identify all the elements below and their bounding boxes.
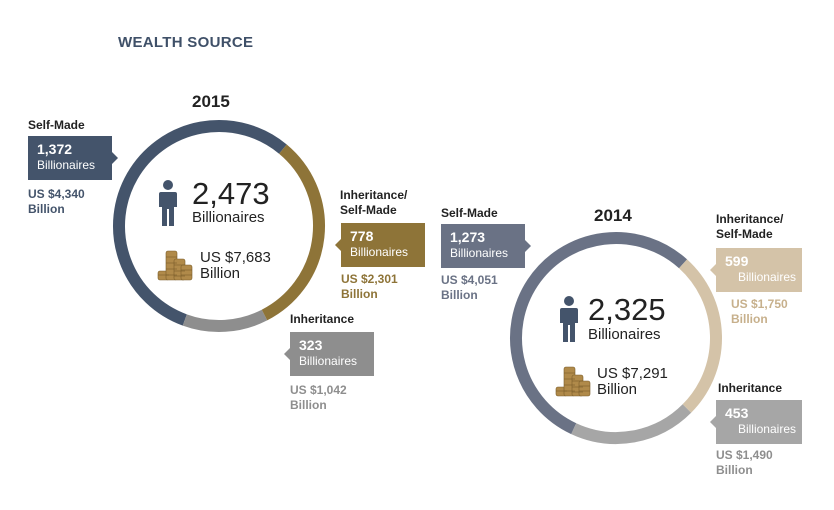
- donut-2015-slice-self-made: [113, 120, 287, 326]
- count-self-made-2014: 1,273: [450, 229, 486, 245]
- count-inheritance-self-made-2015: 778: [350, 228, 374, 244]
- donut-2015-slice-inheritance: [182, 309, 268, 332]
- donut-2015: [113, 120, 325, 332]
- coins-icon: [555, 366, 591, 397]
- wealth-self-made-2015: US $4,340 Billion: [28, 187, 85, 216]
- donut-2014-slice-inheritance: [571, 404, 692, 444]
- wealth-inheritance-self-made-2015: US $2,301 Billion: [341, 272, 398, 301]
- unit-self-made-2014: Billionaires: [450, 246, 509, 260]
- donut-2014-slice-inheritance-self-made: [678, 259, 722, 413]
- label-inheritance-2015: Inheritance: [290, 312, 355, 326]
- total-count-2014: 2,325: [588, 292, 666, 327]
- badge-inheritance-2015: 323 Billionaires: [284, 332, 374, 376]
- label-inheritance-self-made-2015: Inheritance/ Self-Made: [340, 188, 408, 217]
- donut-2014-slice-self-made: [510, 232, 688, 435]
- year-label-2015: 2015: [192, 92, 230, 111]
- badge-self-made-2015: 1,372 Billionaires: [28, 136, 118, 180]
- wealth-inheritance-2014: US $1,490 Billion: [716, 448, 773, 477]
- count-inheritance-self-made-2014: 599: [725, 253, 749, 269]
- coins-icon: [157, 250, 193, 281]
- count-self-made-2015: 1,372: [37, 141, 73, 157]
- wealth-inheritance-self-made-2014: US $1,750 Billion: [731, 297, 788, 326]
- person-icon: [159, 180, 177, 226]
- label-self-made-2015: Self-Made: [28, 118, 85, 132]
- label-self-made-2014: Self-Made: [441, 206, 498, 220]
- chart-title: WEALTH SOURCE: [118, 34, 254, 51]
- label-inheritance-2014: Inheritance: [718, 381, 783, 395]
- label-inheritance-self-made-2014: Inheritance/ Self-Made: [716, 212, 784, 241]
- badge-self-made-2014: 1,273 Billionaires: [441, 224, 531, 268]
- count-inheritance-2015: 323: [299, 337, 323, 353]
- total-wealth-unit-2015: Billion: [200, 265, 241, 282]
- unit-inheritance-2015: Billionaires: [299, 354, 358, 368]
- total-wealth-2014: US $7,291: [597, 365, 668, 382]
- total-wealth-2015: US $7,683: [200, 249, 271, 266]
- year-label-2014: 2014: [594, 206, 632, 225]
- total-count-2015: 2,473: [192, 176, 270, 211]
- total-unit-2014: Billionaires: [588, 326, 661, 343]
- count-inheritance-2014: 453: [725, 405, 749, 421]
- donut-2014: [510, 232, 722, 444]
- unit-inheritance-self-made-2015: Billionaires: [350, 245, 409, 259]
- wealth-self-made-2014: US $4,051 Billion: [441, 273, 498, 302]
- total-wealth-unit-2014: Billion: [597, 381, 638, 398]
- badge-inheritance-self-made-2014: 599 Billionaires: [710, 248, 802, 292]
- badge-inheritance-self-made-2015: 778 Billionaires: [335, 223, 425, 267]
- person-icon: [560, 296, 578, 342]
- donut-2015-slice-inheritance-self-made: [261, 144, 325, 321]
- unit-inheritance-self-made-2014: Billionaires: [737, 270, 796, 284]
- wealth-inheritance-2015: US $1,042 Billion: [290, 383, 347, 412]
- unit-self-made-2015: Billionaires: [37, 158, 96, 172]
- total-unit-2015: Billionaires: [192, 209, 265, 226]
- badge-inheritance-2014: 453 Billionaires: [710, 400, 802, 444]
- unit-inheritance-2014: Billionaires: [737, 422, 796, 436]
